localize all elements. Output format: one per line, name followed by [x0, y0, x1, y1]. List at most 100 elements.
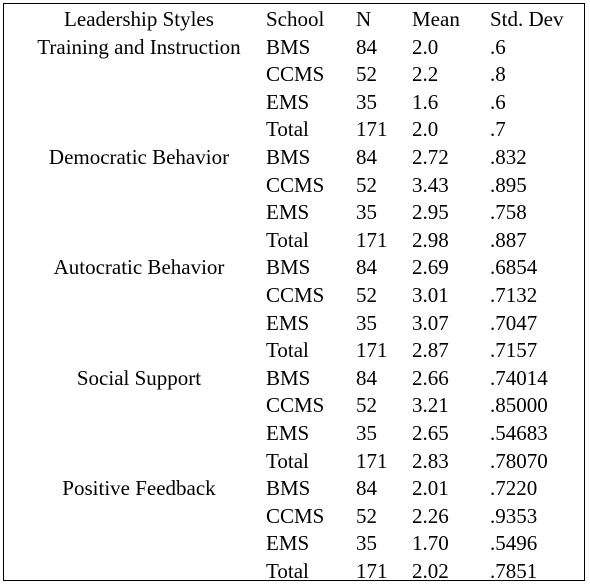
table-row: CCMS 52 2.2 .8 — [12, 61, 580, 89]
empty-cell — [12, 310, 266, 338]
school-cell: EMS — [266, 89, 310, 114]
leadership-style-label: Positive Feedback — [62, 476, 216, 501]
std-dev-cell: .74014 — [490, 365, 548, 390]
n-cell: 35 — [356, 89, 377, 114]
mean-cell: 2.26 — [412, 503, 449, 528]
mean-cell: 3.43 — [412, 172, 449, 197]
table-row: EMS 35 2.95 .758 — [12, 199, 580, 227]
header-n: N — [356, 7, 372, 31]
empty-cell — [12, 61, 266, 89]
n-cell: 35 — [356, 310, 377, 335]
n-cell: 52 — [356, 503, 377, 528]
school-cell: BMS — [266, 255, 311, 280]
school-cell: BMS — [266, 476, 311, 501]
n-cell: 84 — [356, 255, 377, 280]
mean-cell: 1.70 — [412, 531, 449, 556]
n-cell: 171 — [356, 117, 388, 142]
table-row: Total 171 2.83 .78070 — [12, 448, 580, 476]
school-cell: EMS — [266, 531, 310, 556]
std-dev-cell: .6854 — [490, 255, 538, 280]
std-dev-cell: .7047 — [490, 310, 538, 335]
empty-cell — [12, 337, 266, 365]
table-row: Training and Instruction BMS 84 2.0 .6 — [12, 34, 580, 62]
std-dev-cell: .85000 — [490, 393, 548, 418]
n-cell: 52 — [356, 172, 377, 197]
school-cell: BMS — [266, 365, 311, 390]
std-dev-cell: .7157 — [490, 338, 538, 363]
mean-cell: 2.72 — [412, 144, 449, 169]
empty-cell — [12, 448, 266, 476]
empty-cell — [12, 227, 266, 255]
std-dev-cell: .758 — [490, 200, 527, 225]
n-cell: 52 — [356, 282, 377, 307]
school-cell: CCMS — [266, 172, 325, 197]
header-school: School — [266, 7, 325, 31]
mean-cell: 2.01 — [412, 476, 449, 501]
mean-cell: 3.01 — [412, 282, 449, 307]
std-dev-cell: .7 — [490, 117, 506, 142]
table-row: EMS 35 1.70 .5496 — [12, 530, 580, 558]
leadership-style-label: Training and Instruction — [37, 34, 241, 59]
table-row: CCMS 52 3.43 .895 — [12, 172, 580, 200]
school-cell: Total — [266, 117, 309, 142]
mean-cell: 2.65 — [412, 420, 449, 445]
empty-cell — [12, 116, 266, 144]
table-row: Positive Feedback BMS 84 2.01 .7220 — [12, 475, 580, 503]
table-row: Total 171 2.0 .7 — [12, 116, 580, 144]
std-dev-cell: .6 — [490, 34, 506, 59]
n-cell: 35 — [356, 531, 377, 556]
table-row: EMS 35 3.07 .7047 — [12, 310, 580, 338]
empty-cell — [12, 282, 266, 310]
mean-cell: 2.0 — [412, 117, 439, 142]
empty-cell — [12, 89, 266, 117]
header-std-dev: Std. Dev — [490, 7, 564, 31]
school-cell: EMS — [266, 310, 310, 335]
empty-cell — [12, 199, 266, 227]
std-dev-cell: .7220 — [490, 476, 538, 501]
std-dev-cell: .9353 — [490, 503, 538, 528]
school-cell: Total — [266, 227, 309, 252]
mean-cell: 2.87 — [412, 338, 449, 363]
table-row: CCMS 52 3.21 .85000 — [12, 392, 580, 420]
school-cell: Total — [266, 558, 309, 583]
mean-cell: 1.6 — [412, 89, 439, 114]
table-row: Total 171 2.98 .887 — [12, 227, 580, 255]
n-cell: 84 — [356, 144, 377, 169]
n-cell: 171 — [356, 338, 388, 363]
mean-cell: 3.07 — [412, 310, 449, 335]
n-cell: 171 — [356, 227, 388, 252]
mean-cell: 2.02 — [412, 558, 449, 583]
table-row: EMS 35 1.6 .6 — [12, 89, 580, 117]
n-cell: 35 — [356, 420, 377, 445]
n-cell: 171 — [356, 448, 388, 473]
header-leadership-styles: Leadership Styles — [64, 7, 214, 31]
std-dev-cell: .8 — [490, 62, 506, 87]
mean-cell: 2.69 — [412, 255, 449, 280]
school-cell: Total — [266, 338, 309, 363]
n-cell: 35 — [356, 200, 377, 225]
table-row: Democratic Behavior BMS 84 2.72 .832 — [12, 144, 580, 172]
school-cell: CCMS — [266, 393, 325, 418]
leadership-style-label: Autocratic Behavior — [53, 255, 225, 280]
empty-cell — [12, 392, 266, 420]
mean-cell: 2.0 — [412, 34, 439, 59]
n-cell: 84 — [356, 365, 377, 390]
school-cell: BMS — [266, 34, 311, 59]
mean-cell: 2.66 — [412, 365, 449, 390]
table-row: CCMS 52 2.26 .9353 — [12, 503, 580, 531]
mean-cell: 2.95 — [412, 200, 449, 225]
leadership-style-label: Democratic Behavior — [48, 144, 230, 169]
std-dev-cell: .78070 — [490, 448, 548, 473]
std-dev-cell: .6 — [490, 89, 506, 114]
std-dev-cell: .7132 — [490, 282, 538, 307]
school-cell: EMS — [266, 200, 310, 225]
school-cell: CCMS — [266, 503, 325, 528]
leadership-styles-table: Leadership Styles School N Mean Std. Dev… — [12, 6, 580, 585]
empty-cell — [12, 530, 266, 558]
header-row: Leadership Styles School N Mean Std. Dev — [12, 6, 580, 34]
school-cell: EMS — [266, 420, 310, 445]
school-cell: Total — [266, 448, 309, 473]
table-body: Training and Instruction BMS 84 2.0 .6 CCMS 52… — [12, 34, 580, 586]
table-row: Total 171 2.87 .7157 — [12, 337, 580, 365]
leadership-style-label: Social Support — [76, 365, 202, 390]
